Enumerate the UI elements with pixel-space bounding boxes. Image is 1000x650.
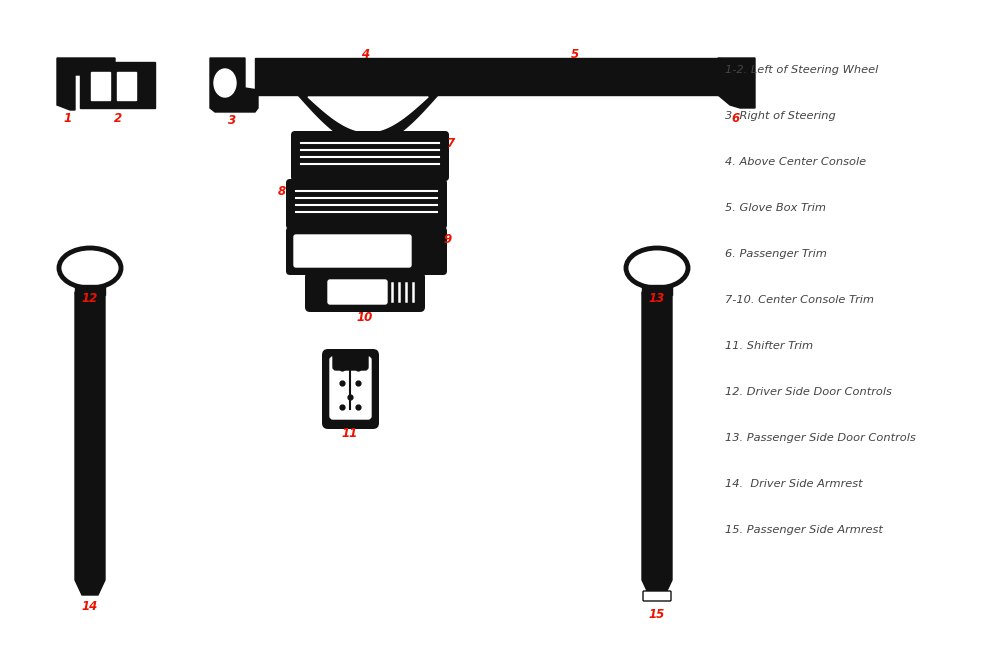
Text: 3: 3	[228, 114, 236, 127]
Text: 9: 9	[444, 233, 452, 246]
Polygon shape	[210, 58, 258, 112]
Text: 15: 15	[649, 608, 665, 621]
Polygon shape	[308, 97, 428, 132]
Text: 10: 10	[357, 311, 373, 324]
FancyBboxPatch shape	[286, 179, 447, 229]
Text: 8: 8	[278, 185, 286, 198]
FancyBboxPatch shape	[322, 349, 379, 429]
Text: 2: 2	[114, 112, 122, 125]
Ellipse shape	[626, 248, 688, 288]
FancyBboxPatch shape	[328, 280, 387, 304]
Text: 4: 4	[361, 48, 369, 61]
Text: 11. Shifter Trim: 11. Shifter Trim	[725, 341, 813, 351]
FancyBboxPatch shape	[330, 357, 371, 419]
FancyBboxPatch shape	[333, 352, 368, 370]
Polygon shape	[117, 72, 136, 100]
Polygon shape	[298, 95, 438, 145]
Text: 3. Right of Steering: 3. Right of Steering	[725, 111, 836, 121]
Text: 13. Passenger Side Door Controls: 13. Passenger Side Door Controls	[725, 433, 916, 443]
FancyBboxPatch shape	[305, 272, 425, 312]
Polygon shape	[75, 285, 105, 295]
Text: 6. Passenger Trim: 6. Passenger Trim	[725, 249, 827, 259]
Text: 6: 6	[731, 112, 739, 125]
Ellipse shape	[214, 69, 236, 97]
Text: 14: 14	[82, 600, 98, 613]
Text: 12: 12	[82, 292, 98, 305]
FancyBboxPatch shape	[643, 591, 671, 601]
Text: 7: 7	[446, 137, 454, 150]
Text: 12. Driver Side Door Controls: 12. Driver Side Door Controls	[725, 387, 892, 397]
Text: 5. Glove Box Trim: 5. Glove Box Trim	[725, 203, 826, 213]
Ellipse shape	[59, 248, 121, 288]
Text: 5: 5	[571, 48, 579, 61]
Polygon shape	[75, 292, 105, 595]
Polygon shape	[91, 72, 110, 100]
Polygon shape	[255, 58, 720, 95]
FancyBboxPatch shape	[294, 235, 411, 267]
Text: 14.  Driver Side Armrest: 14. Driver Side Armrest	[725, 479, 863, 489]
Text: 7-10. Center Console Trim: 7-10. Center Console Trim	[725, 295, 874, 305]
Text: 15. Passenger Side Armrest: 15. Passenger Side Armrest	[725, 525, 883, 535]
Polygon shape	[642, 292, 672, 595]
Text: 1: 1	[64, 112, 72, 125]
Polygon shape	[57, 58, 115, 110]
Text: 13: 13	[649, 292, 665, 305]
Polygon shape	[718, 58, 755, 108]
Polygon shape	[642, 285, 672, 295]
Text: 4. Above Center Console: 4. Above Center Console	[725, 157, 866, 167]
FancyBboxPatch shape	[286, 227, 447, 275]
FancyBboxPatch shape	[291, 131, 449, 181]
Polygon shape	[80, 62, 155, 108]
Text: 11: 11	[342, 427, 358, 440]
Text: 1-2. Left of Steering Wheel: 1-2. Left of Steering Wheel	[725, 65, 878, 75]
